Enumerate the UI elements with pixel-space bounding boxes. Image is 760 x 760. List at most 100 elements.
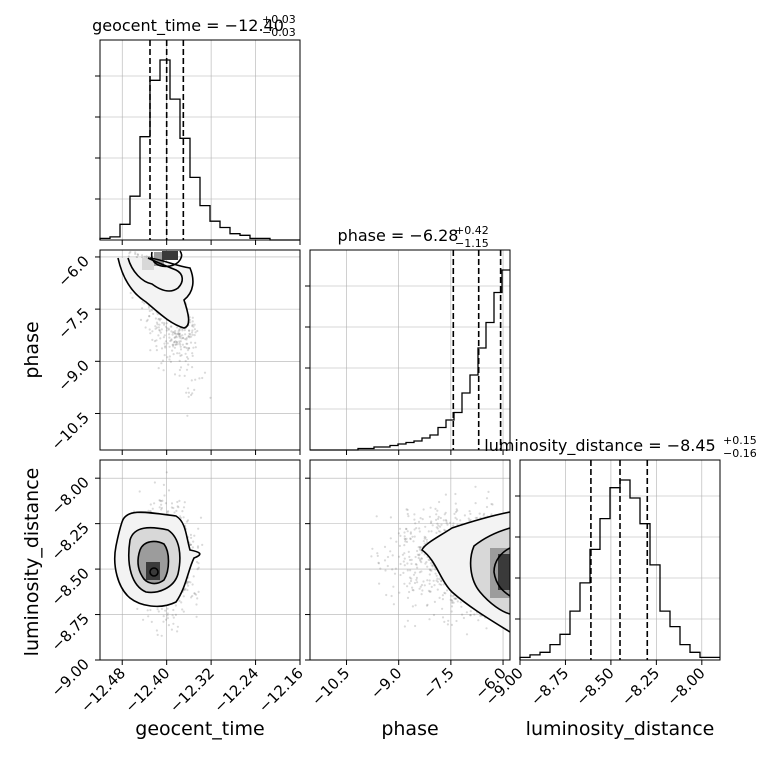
sample-point	[443, 591, 446, 595]
sample-point	[413, 513, 416, 516]
sample-point	[131, 296, 134, 299]
sample-point	[383, 545, 387, 549]
panel-frame	[519, 459, 721, 661]
x-axis-label-geocent-time: geocent_time	[135, 718, 264, 740]
sample-point	[461, 613, 464, 616]
sample-point	[435, 526, 438, 529]
sample-point	[463, 514, 466, 517]
sample-point	[175, 340, 178, 344]
sample-point	[409, 537, 412, 540]
sample-point	[477, 619, 480, 622]
sample-point	[169, 339, 172, 343]
sample-point	[168, 345, 171, 348]
sample-point	[165, 471, 168, 474]
sample-point	[168, 336, 171, 339]
sample-point	[157, 318, 160, 321]
sample-point	[425, 538, 428, 541]
sample-point	[175, 335, 178, 338]
sample-point	[479, 614, 482, 618]
sample-point	[173, 341, 176, 344]
sample-point	[403, 582, 406, 585]
sample-point	[201, 376, 204, 380]
sample-point	[155, 339, 158, 342]
contour-middle	[128, 526, 181, 594]
sample-point	[435, 518, 438, 522]
sample-point	[182, 506, 186, 509]
sample-point	[437, 515, 440, 519]
sample-point	[447, 619, 450, 622]
sample-point	[452, 524, 455, 527]
sample-point	[469, 614, 472, 617]
sample-point	[182, 516, 185, 519]
sample-point	[184, 338, 187, 341]
sample-point	[170, 339, 173, 342]
sample-point	[455, 518, 458, 521]
sample-point	[160, 500, 163, 503]
sample-point	[191, 546, 194, 549]
sample-point	[414, 571, 417, 574]
sample-point	[446, 623, 449, 626]
sample-point	[443, 528, 446, 532]
sample-point	[191, 366, 194, 369]
density-contours	[117, 250, 194, 329]
contour-outer	[114, 511, 201, 608]
x-tick-label: −10.5	[308, 664, 353, 709]
sample-point	[184, 333, 187, 336]
sample-point	[173, 336, 176, 339]
sample-point	[152, 312, 155, 315]
sample-point	[395, 540, 398, 543]
sample-point	[164, 502, 167, 505]
sample-point	[186, 356, 189, 359]
sample-point	[174, 340, 177, 343]
sample-point	[161, 359, 165, 362]
sample-point	[196, 568, 199, 571]
sample-point	[173, 373, 177, 376]
sample-point	[482, 514, 485, 517]
sample-point	[483, 512, 486, 516]
sample-point	[408, 590, 411, 594]
x-tick-label: −8.75	[527, 664, 572, 709]
sample-point	[474, 516, 477, 519]
sample-point	[156, 313, 159, 316]
sample-point	[153, 481, 156, 484]
sample-point	[420, 593, 423, 596]
sample-point	[159, 337, 162, 340]
sample-point	[440, 580, 443, 583]
sample-point	[158, 319, 161, 322]
sample-point	[157, 326, 160, 329]
histogram-step	[99, 59, 300, 241]
sample-point	[432, 579, 435, 582]
sample-point	[136, 253, 139, 256]
sample-point	[196, 545, 200, 548]
sample-point	[193, 592, 196, 595]
sample-point	[435, 579, 438, 582]
title-phase-minus: −1.15	[455, 237, 489, 250]
sample-point	[134, 252, 137, 256]
sample-point	[157, 334, 160, 337]
sample-point	[142, 618, 145, 621]
sample-point	[436, 527, 439, 530]
sample-point	[392, 603, 395, 606]
sample-point	[398, 544, 401, 548]
sample-point	[436, 577, 439, 580]
sample-point	[469, 518, 472, 522]
sample-point	[184, 587, 187, 590]
sample-point	[187, 391, 190, 394]
sample-point	[176, 505, 179, 508]
sample-point	[468, 510, 471, 513]
contour-outer	[117, 257, 194, 329]
sample-point	[393, 572, 397, 575]
sample-point	[181, 329, 184, 332]
sample-point	[426, 579, 429, 582]
sample-point	[155, 321, 159, 324]
sample-point	[452, 601, 455, 604]
sample-point	[167, 328, 170, 331]
x-tick-label: −12.32	[166, 664, 218, 716]
sample-point	[425, 561, 428, 564]
sample-point	[439, 516, 442, 520]
sample-point	[178, 334, 181, 338]
sample-point	[154, 317, 157, 320]
x-axis-label-luminosity-distance: luminosity_distance	[526, 718, 715, 740]
sample-point	[419, 585, 422, 588]
sample-point	[183, 374, 186, 377]
